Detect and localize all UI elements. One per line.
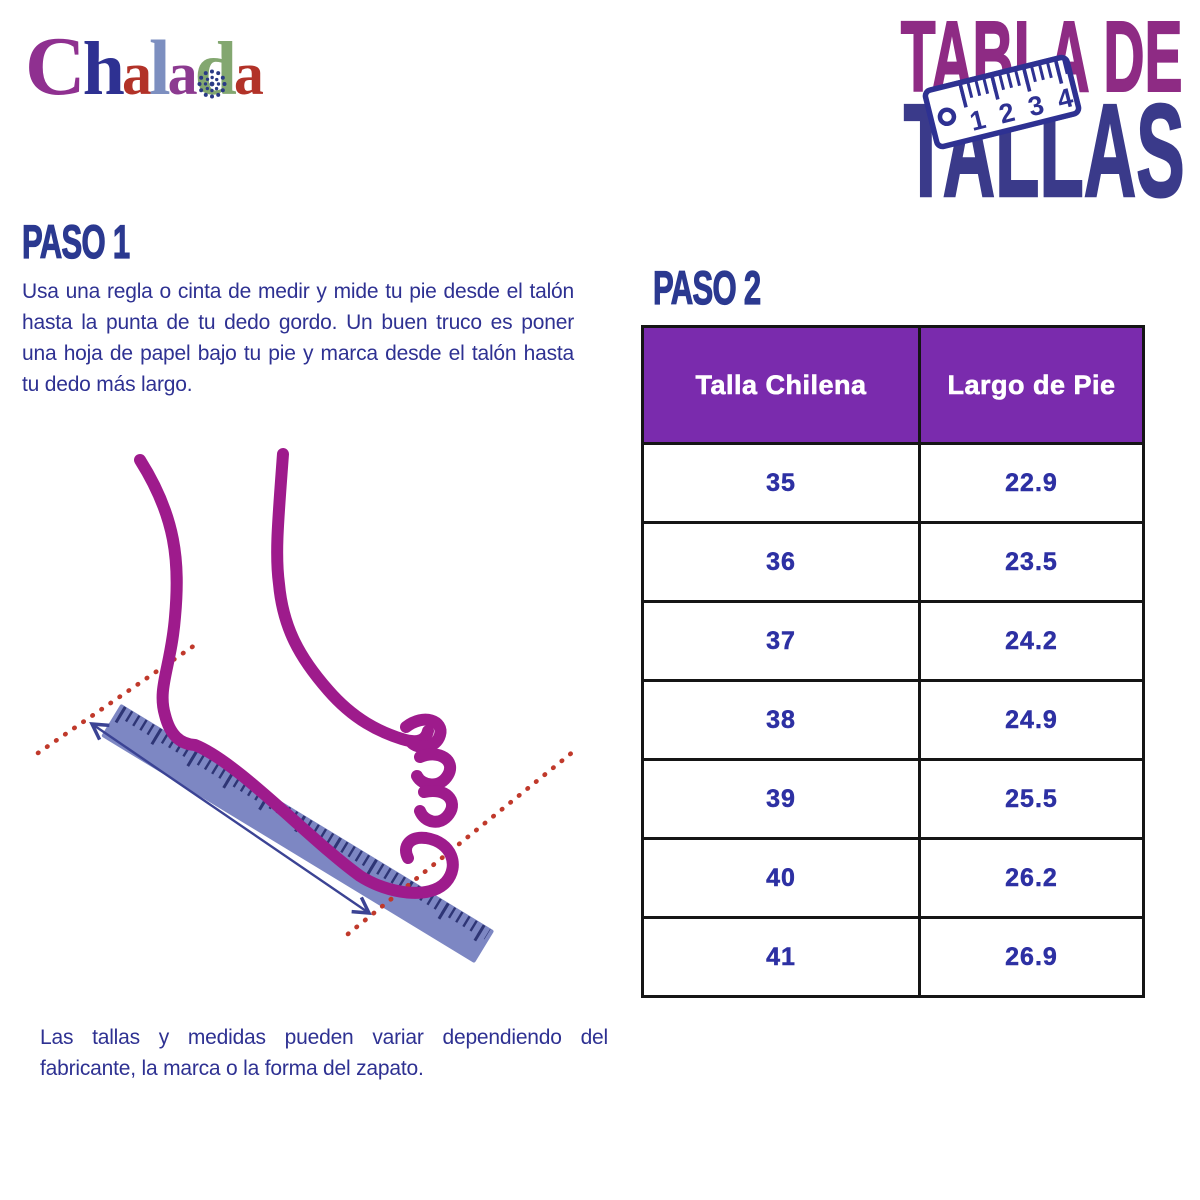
length-cell: 26.9 [918,916,1145,998]
ruler-icon: 1 2 3 4 [922,54,1082,150]
logo-letter: C [25,20,86,113]
size-cell: 36 [641,521,921,603]
table-row: 38 24.9 [641,679,1145,761]
table-row: 41 26.9 [641,916,1145,998]
toe-guide-dotted-line [345,748,577,937]
size-cell: 38 [641,679,921,761]
ruler-icon-number: 3 [1025,90,1047,123]
length-cell: 26.2 [918,837,1145,919]
size-table-header-row: Talla Chilena Largo de Pie [641,325,1145,445]
size-cell: 37 [641,600,921,682]
foot-outline [134,448,459,899]
length-cell: 23.5 [918,521,1145,603]
length-cell: 22.9 [918,442,1145,524]
foot-measurement-illustration [35,448,577,963]
paso1-instructions: Usa una regla o cinta de medir y mide tu… [22,280,574,396]
table-row: 35 22.9 [641,442,1145,524]
column-header-largo-de-pie: Largo de Pie [918,325,1145,445]
paso2-heading: PASO 2 [653,261,762,314]
ruler-icon-number: 1 [967,104,989,137]
heel-guide-dotted-line [35,642,198,756]
title-block: TABLA DE TALLAS 1 2 3 4 [838,6,1185,218]
length-cell: 24.2 [918,600,1145,682]
table-row: 39 25.5 [641,758,1145,840]
length-cell: 24.9 [918,679,1145,761]
size-cell: 40 [641,837,921,919]
logo-letter: a [167,41,198,107]
table-row: 40 26.2 [641,837,1145,919]
size-cell: 41 [641,916,921,998]
measurement-arrow [89,722,372,915]
logo-letter: a [121,41,152,107]
paso1-heading: PASO 1 [22,215,131,268]
ruler-icon-number: 2 [996,97,1018,130]
logo-letter: h [82,27,125,111]
ruler-icon-number: 4 [1054,82,1076,115]
logo-letter: d [194,27,237,111]
chalada-logo: Chalad a [25,18,264,115]
logo-letter: a [233,41,264,107]
size-cell: 39 [641,758,921,840]
footer-note: Las tallas y medidas pueden variar depen… [40,1026,608,1080]
column-header-talla-chilena: Talla Chilena [641,325,921,445]
size-table: Talla Chilena Largo de Pie 35 22.9 36 23… [641,325,1145,998]
size-cell: 35 [641,442,921,524]
table-row: 37 24.2 [641,600,1145,682]
length-cell: 25.5 [918,758,1145,840]
logo-flower-icon [197,69,227,99]
logo-letter: l [148,24,171,111]
table-row: 36 23.5 [641,521,1145,603]
